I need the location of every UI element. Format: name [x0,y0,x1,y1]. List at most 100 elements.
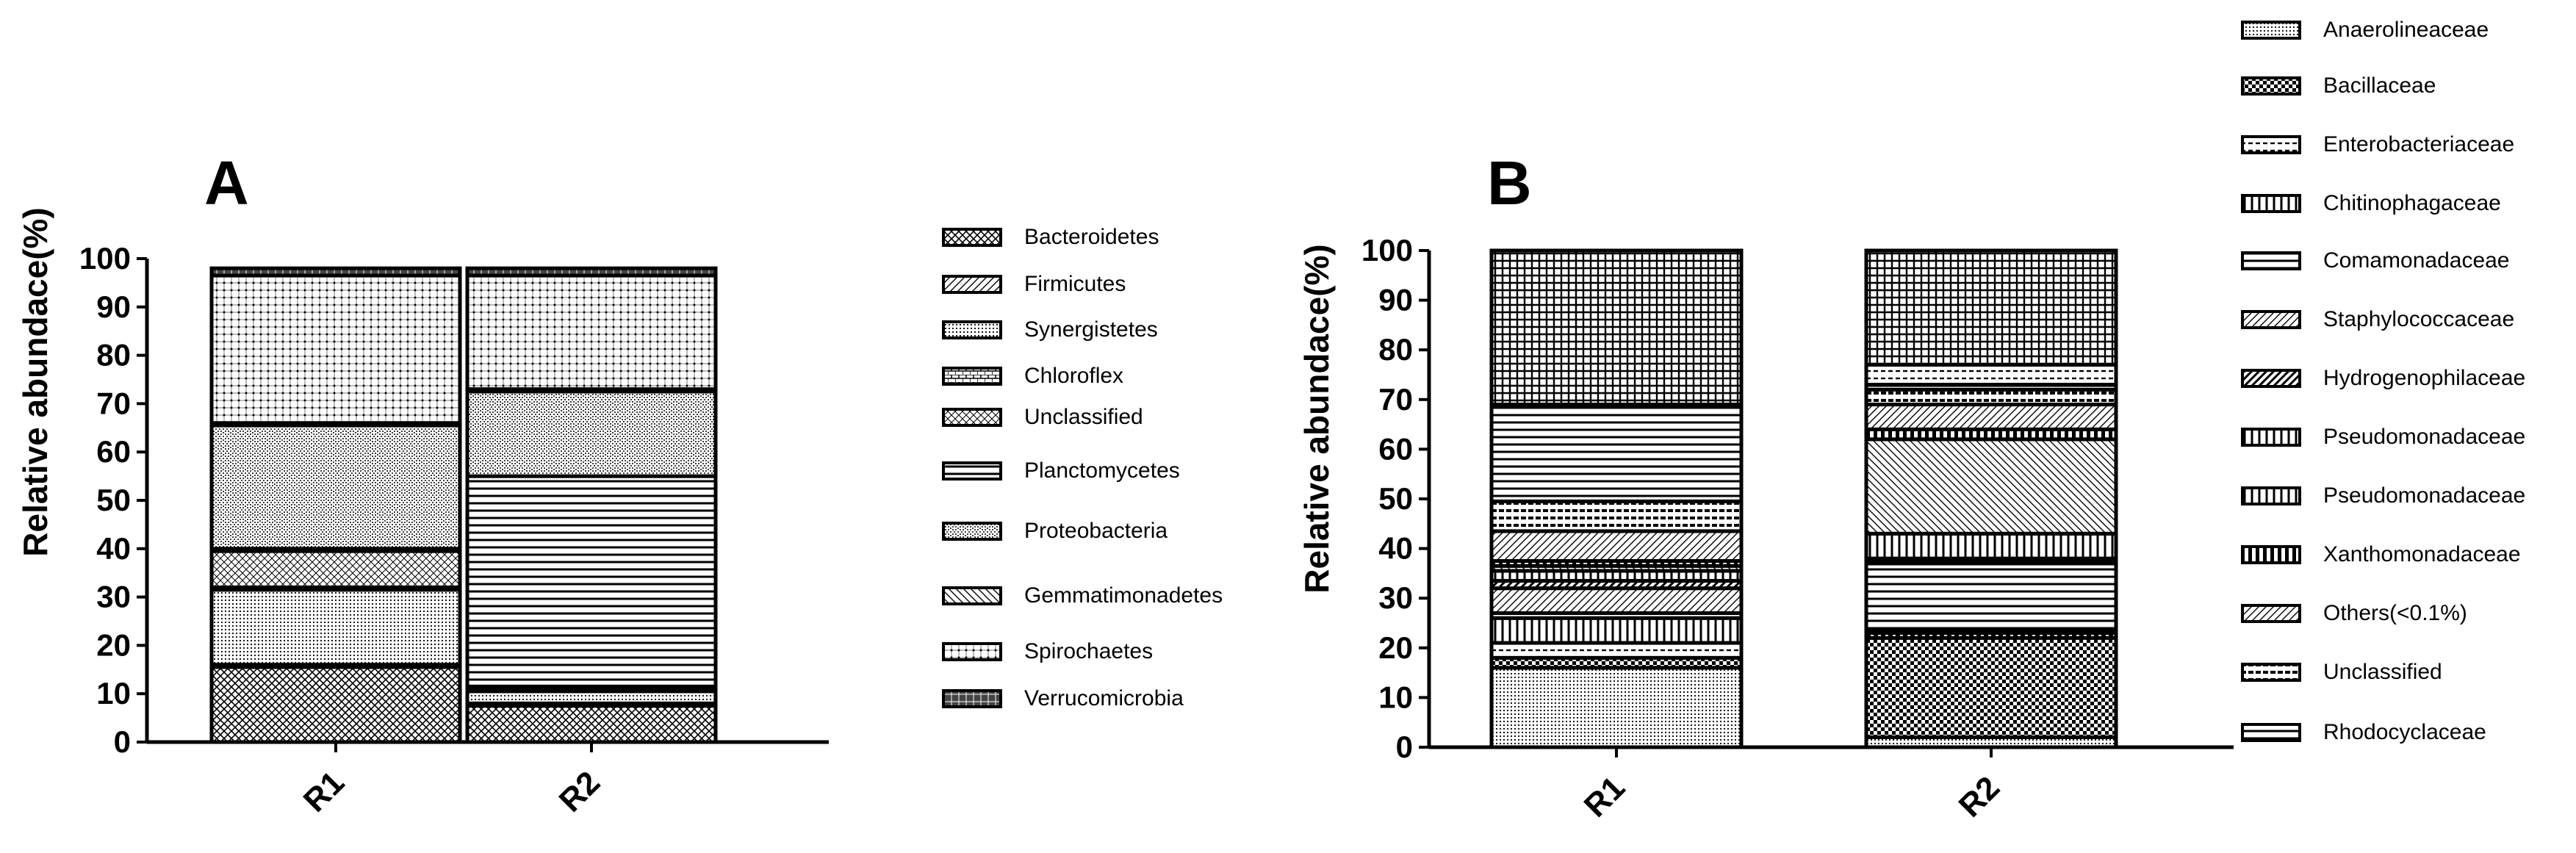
legend-label: Unclassified [1024,405,1143,429]
legend-swatch [2241,723,2301,742]
bar-segment-r1 [209,266,462,278]
bar-segment-r1 [1489,641,1744,660]
legend-label: Comamonadaceae [2323,248,2510,273]
bar-segment-r2 [1864,403,2118,431]
panel-b-y-axis-label: Relative abundace(%) [1298,244,1336,593]
legend-swatch [2241,604,2301,623]
bar-segment-r2 [465,389,718,478]
legend-label: Staphylococcaceae [2323,307,2514,331]
legend-swatch [2241,310,2301,329]
x-tick-label: R2 [553,764,607,818]
legend-swatch [942,367,1002,386]
x-tick-label: R1 [297,764,351,818]
y-tick-label: 40 [96,531,131,566]
panel-a-legend: Bacteroidetes Firmicutes Synergistetes Chlo… [942,225,1223,710]
panel-a-x-tick-labels: R1 R2 [297,742,607,819]
bar-segment-r2 [1864,636,2118,739]
bar-segment-r2 [465,266,718,278]
panel-a-bars [209,266,718,744]
bar-segment-r1 [1489,405,1744,503]
panel-b-label: B [1487,148,1532,217]
legend-swatch [2241,369,2301,388]
y-tick-label: 30 [96,580,131,614]
panel-a-label: A [204,148,249,217]
bar-segment-r2 [465,474,718,688]
panel-b-bars [1489,248,2118,749]
legend-label: Pseudomonadaceae [2323,483,2525,508]
y-tick-label: 40 [1378,531,1413,566]
bar-segment-r1 [209,423,462,551]
bar-segment-r2 [1864,531,2118,561]
bar-segment-r1 [1489,248,1744,407]
legend-swatch [2241,76,2301,96]
y-tick-label: 80 [1378,332,1413,367]
legend-swatch [2241,428,2301,447]
bar-segment-r1 [1489,666,1744,749]
y-tick-label: 60 [1378,431,1413,466]
bar-segment-r1 [1489,499,1744,533]
y-tick-label: 0 [114,724,131,759]
y-tick-label: 50 [1378,481,1413,516]
legend-label: Gemmatimonadetes [1024,583,1223,608]
legend-swatch [942,642,1002,661]
legend-swatch [2241,135,2301,154]
bar-segment-r1 [1489,586,1744,615]
y-tick-label: 100 [79,241,131,276]
y-tick-label: 20 [1378,630,1413,665]
legend-label: Rhodocyclaceae [2323,720,2486,744]
y-tick-label: 70 [96,386,131,420]
y-tick-label: 80 [96,338,131,372]
legend-swatch [2241,194,2301,213]
y-tick-label: 20 [96,627,131,662]
legend-label: Others(<0.1%) [2323,601,2467,625]
legend-label: Synergistetes [1024,317,1158,342]
bar-segment-r2 [1864,387,2118,407]
legend-swatch [942,275,1002,294]
legend-label: Anaerolineaceae [2323,18,2489,42]
legend-label: Hydrogenophilaceae [2323,366,2525,390]
legend-swatch [942,408,1002,427]
bar-segment-r1 [209,588,462,667]
y-tick-label: 90 [1378,283,1413,317]
y-tick-label: 30 [1378,580,1413,615]
legend-swatch [942,320,1002,339]
bar-segment-r2 [465,273,718,392]
panel-a: A Relative abundace(%) 0 10 20 30 40 50 60 70 80… [16,148,1223,819]
x-tick-label: R2 [1952,769,2007,824]
legend-label: Enterobacteriaceae [2323,132,2514,156]
y-tick-label: 60 [96,434,131,469]
bar-segment-r1 [1489,616,1744,645]
legend-label: Proteobacteria [1024,519,1168,543]
y-tick-label: 0 [1396,730,1413,764]
bar-segment-r1 [1489,529,1744,564]
legend-label: Bacillaceae [2323,73,2436,98]
legend-label: Unclassified [2323,660,2442,684]
bar-segment-r2 [1864,362,2118,387]
legend-swatch [2241,251,2301,270]
bar-segment-r2 [465,704,718,744]
legend-swatch [2241,545,2301,564]
bar-segment-r2 [1864,437,2118,536]
y-tick-label: 50 [96,483,131,517]
legend-label: Planctomycetes [1024,458,1180,483]
y-tick-label: 90 [96,289,131,324]
legend-swatch [942,586,1002,605]
x-tick-label: R1 [1577,769,1632,824]
y-tick-label: 10 [96,676,131,710]
legend-swatch [942,228,1002,247]
bar-segment-r2 [1864,248,2118,367]
legend-swatch [2241,21,2301,40]
legend-swatch [942,689,1002,708]
panel-b-x-tick-labels: R1 R2 [1577,747,2007,824]
bar-segment-r1 [209,665,462,744]
legend-label: Verrucomicrobia [1024,686,1184,710]
bar-segment-r2 [1864,561,2118,633]
legend-label: Spirochaetes [1024,639,1153,663]
y-tick-label: 70 [1378,382,1413,417]
bar-segment-r1 [209,273,462,425]
legend-swatch [2241,486,2301,505]
panel-a-y-axis-label: Relative abundace(%) [16,207,54,556]
legend-swatch [2241,663,2301,682]
panel-b-legend: Anaerolineaceae Bacillaceae Enterobacteria… [2241,18,2525,744]
